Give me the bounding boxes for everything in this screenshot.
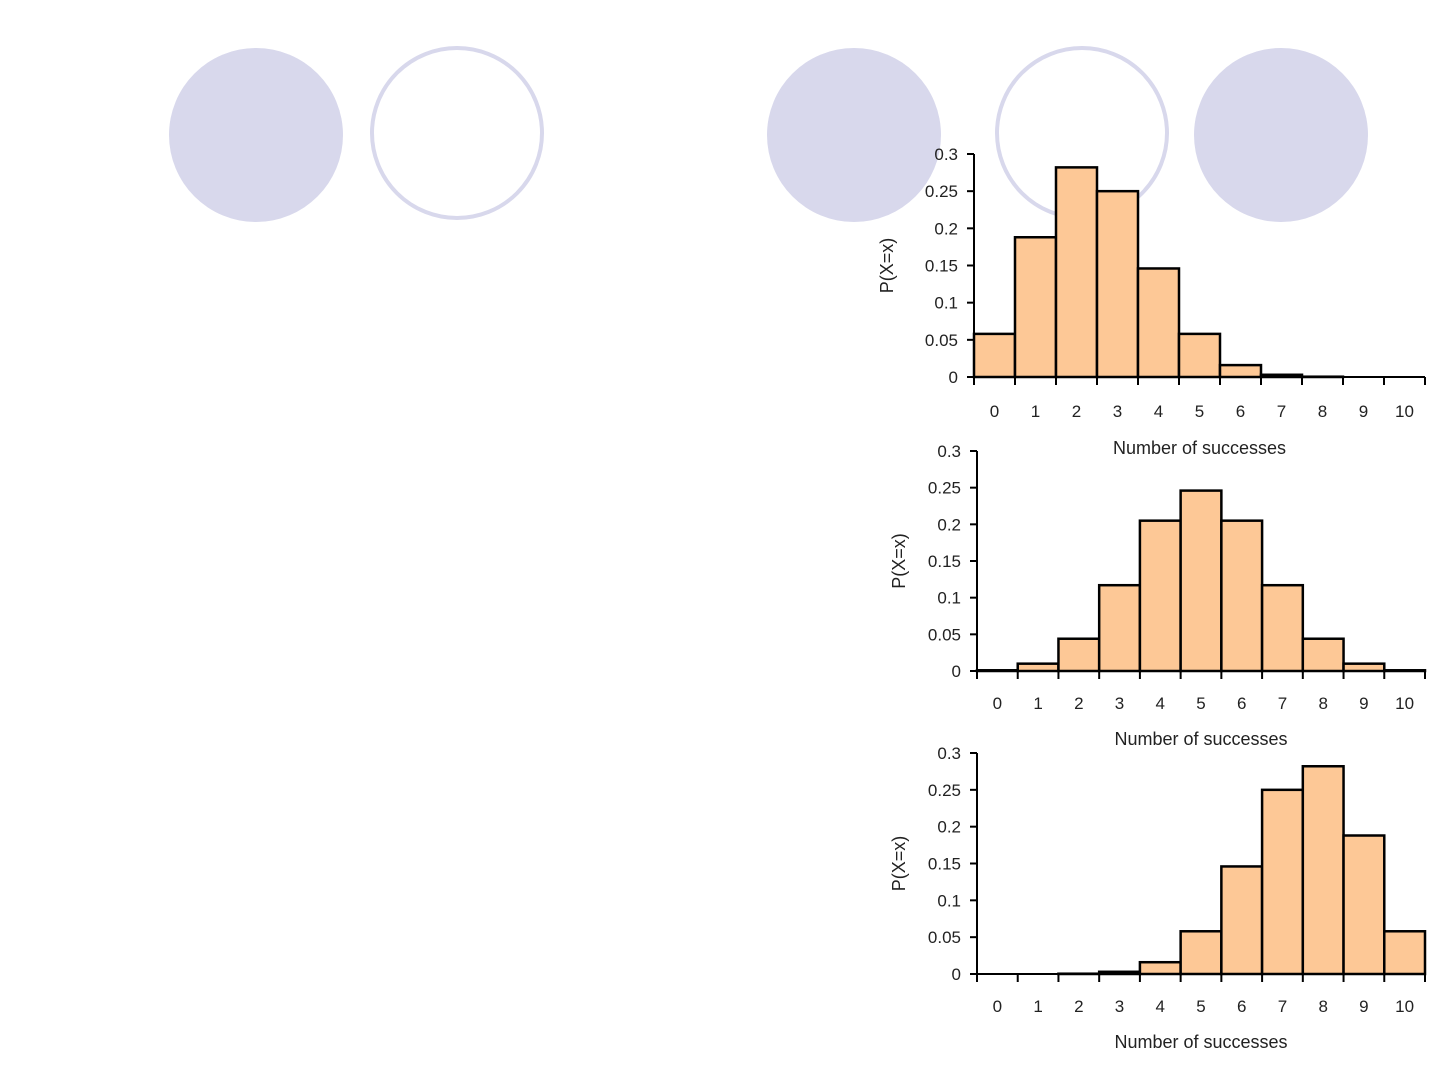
x-tick-label: 4 bbox=[1154, 402, 1163, 421]
bar-5 bbox=[1177, 332, 1222, 379]
x-tick-label: 5 bbox=[1196, 997, 1205, 1016]
decor-circle-2 bbox=[370, 46, 544, 220]
y-tick-label: 0.3 bbox=[937, 744, 961, 763]
x-tick-label: 3 bbox=[1115, 694, 1124, 713]
x-axis-title: Number of successes bbox=[1114, 729, 1287, 749]
y-tick-label: 0.25 bbox=[928, 781, 961, 800]
y-tick-label: 0.15 bbox=[928, 552, 961, 571]
y-axis-title: P(X=x) bbox=[889, 836, 909, 892]
x-axis-title: Number of successes bbox=[1113, 438, 1286, 458]
y-tick-label: 0.1 bbox=[937, 891, 961, 910]
x-tick-label: 4 bbox=[1156, 997, 1165, 1016]
x-tick-label: 3 bbox=[1113, 402, 1122, 421]
y-tick-label: 0.2 bbox=[937, 515, 961, 534]
bar-9 bbox=[1342, 834, 1386, 976]
x-tick-label: 9 bbox=[1359, 997, 1368, 1016]
decor-circle-3 bbox=[767, 48, 941, 222]
y-tick-label: 0.1 bbox=[934, 294, 958, 313]
x-tick-label: 7 bbox=[1278, 997, 1287, 1016]
bar-7 bbox=[1260, 788, 1305, 976]
x-tick-label: 2 bbox=[1074, 694, 1083, 713]
y-tick-label: 0.05 bbox=[928, 928, 961, 947]
x-tick-label: 8 bbox=[1318, 694, 1327, 713]
x-tick-label: 2 bbox=[1074, 997, 1083, 1016]
x-tick-label: 4 bbox=[1156, 694, 1165, 713]
x-tick-label: 10 bbox=[1395, 694, 1414, 713]
x-tick-label: 8 bbox=[1318, 402, 1327, 421]
bar-8 bbox=[1301, 765, 1345, 976]
x-tick-label: 10 bbox=[1395, 402, 1414, 421]
y-tick-label: 0 bbox=[952, 662, 961, 681]
y-axis-title: P(X=x) bbox=[877, 238, 897, 294]
x-tick-label: 1 bbox=[1033, 997, 1042, 1016]
y-tick-label: 0.2 bbox=[934, 219, 958, 238]
x-tick-label: 1 bbox=[1033, 694, 1042, 713]
y-tick-label: 0.3 bbox=[937, 442, 961, 461]
decor-circle-1 bbox=[169, 48, 343, 222]
y-tick-label: 0.25 bbox=[925, 182, 958, 201]
x-tick-label: 9 bbox=[1359, 402, 1368, 421]
y-tick-label: 0 bbox=[952, 965, 961, 984]
x-tick-label: 7 bbox=[1277, 402, 1286, 421]
x-axis-title: Number of successes bbox=[1114, 1032, 1287, 1052]
bar-4 bbox=[1138, 960, 1182, 976]
bar-4 bbox=[1136, 267, 1181, 379]
y-tick-label: 0.1 bbox=[937, 589, 961, 608]
y-tick-label: 0.05 bbox=[925, 331, 958, 350]
x-tick-label: 10 bbox=[1395, 997, 1414, 1016]
y-tick-label: 0.05 bbox=[928, 625, 961, 644]
y-tick-label: 0.2 bbox=[937, 818, 961, 837]
x-tick-label: 0 bbox=[990, 402, 999, 421]
decor-circle-5 bbox=[1194, 48, 1368, 222]
bar-6 bbox=[1220, 865, 1264, 976]
x-tick-label: 8 bbox=[1318, 997, 1327, 1016]
x-tick-label: 2 bbox=[1072, 402, 1081, 421]
x-tick-label: 5 bbox=[1196, 694, 1205, 713]
y-tick-label: 0.15 bbox=[928, 855, 961, 874]
x-tick-label: 6 bbox=[1237, 997, 1246, 1016]
bar-10 bbox=[1383, 930, 1427, 976]
x-tick-label: 9 bbox=[1359, 694, 1368, 713]
bar-5 bbox=[1179, 930, 1223, 976]
x-tick-label: 0 bbox=[993, 997, 1002, 1016]
x-tick-label: 7 bbox=[1278, 694, 1287, 713]
x-tick-label: 0 bbox=[993, 694, 1002, 713]
x-tick-label: 5 bbox=[1195, 402, 1204, 421]
y-tick-label: 0 bbox=[949, 368, 958, 387]
x-tick-label: 6 bbox=[1237, 694, 1246, 713]
y-tick-label: 0.3 bbox=[934, 145, 958, 164]
x-tick-label: 6 bbox=[1236, 402, 1245, 421]
bar-4 bbox=[1138, 519, 1182, 673]
y-axis-title: P(X=x) bbox=[889, 533, 909, 589]
bar-7 bbox=[1260, 583, 1305, 673]
x-tick-label: 1 bbox=[1031, 402, 1040, 421]
y-tick-label: 0.25 bbox=[928, 479, 961, 498]
x-tick-label: 3 bbox=[1115, 997, 1124, 1016]
y-tick-label: 0.15 bbox=[925, 257, 958, 276]
